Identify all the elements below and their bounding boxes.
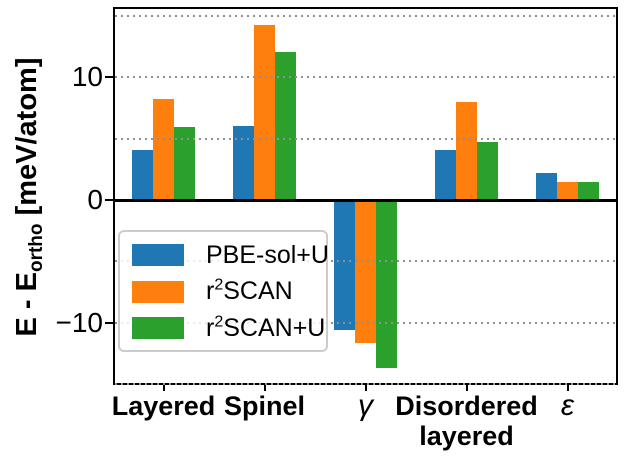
x-tick-mark <box>465 385 468 391</box>
legend-item: r2SCAN+U <box>132 314 325 342</box>
x-tick-mark <box>263 385 266 391</box>
y-axis-label-subscript: ortho <box>26 223 47 273</box>
bar <box>578 181 599 200</box>
bar <box>477 142 498 200</box>
y-tick-label: 10 <box>71 61 103 93</box>
bar <box>456 101 477 200</box>
gridline <box>115 14 616 17</box>
y-tick-mark <box>105 321 113 324</box>
bar <box>355 199 376 343</box>
x-category-label: ε <box>478 391 627 421</box>
legend-swatch <box>132 317 184 339</box>
legend-label: r2SCAN <box>206 276 293 305</box>
gridline <box>115 137 616 140</box>
gridline <box>115 383 616 386</box>
y-tick-label: 0 <box>87 183 103 215</box>
legend-label: r2SCAN+U <box>206 313 326 342</box>
x-category-label-line: γ <box>358 389 373 422</box>
y-tick-mark <box>105 198 113 201</box>
bar <box>536 172 557 200</box>
y-tick-mark <box>105 76 113 79</box>
gridline <box>115 260 616 263</box>
x-category-label-line: layered <box>419 421 514 451</box>
legend-label: PBE-sol+U <box>206 240 329 269</box>
x-category-label-line: Disordered <box>395 391 538 421</box>
x-category-label-line: ε <box>560 389 575 422</box>
y-tick-label: −10 <box>55 306 104 338</box>
bar <box>275 52 296 200</box>
legend-swatch <box>132 244 184 266</box>
gridline <box>115 321 616 324</box>
legend-item: PBE-sol+U <box>132 241 329 269</box>
bar <box>153 99 174 200</box>
x-category-label-line: Layered <box>111 391 216 421</box>
bar <box>557 181 578 200</box>
gridline <box>115 76 616 79</box>
x-category-label: Spinel <box>175 391 355 421</box>
bar <box>376 199 397 369</box>
legend: PBE-sol+U r2SCAN r2SCAN+U <box>118 230 329 352</box>
bar <box>174 127 195 200</box>
legend-item: r2SCAN <box>132 276 314 306</box>
legend-swatch <box>132 280 184 303</box>
bar <box>435 149 456 200</box>
bar <box>254 25 275 200</box>
x-category-label: γ <box>276 391 456 421</box>
x-category-label-line: Spinel <box>223 391 305 421</box>
x-tick-mark <box>162 385 165 391</box>
bar <box>233 126 254 200</box>
x-tick-mark <box>566 385 569 391</box>
bar <box>334 199 355 331</box>
x-tick-mark <box>364 385 367 391</box>
x-category-label: Layered <box>74 391 254 421</box>
bar <box>132 149 153 200</box>
zero-line <box>113 198 618 202</box>
x-category-label: Disordered layered <box>377 391 557 451</box>
